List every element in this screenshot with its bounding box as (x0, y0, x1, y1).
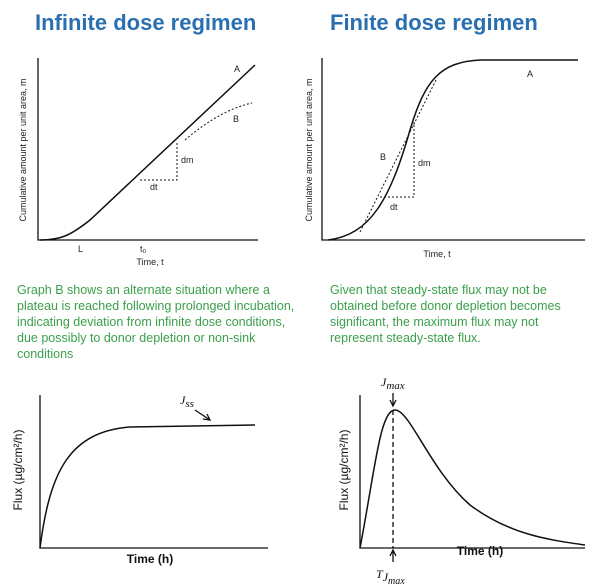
y-label: Cumulative amount per unit area, m (304, 78, 314, 221)
label: dm (418, 158, 431, 168)
arrow (389, 393, 397, 408)
label-sub: max (386, 380, 404, 392)
caption-line: conditions (17, 347, 73, 361)
curve (39, 64, 256, 241)
caption-line: obtained before donor depletion becomes (330, 299, 561, 313)
curve (359, 409, 586, 549)
caption-line: plateau is reached following prolonged i… (17, 299, 294, 313)
curve (39, 424, 256, 549)
label-main: J (180, 393, 186, 407)
caption-line: Graph B shows an alternate situation whe… (17, 283, 270, 297)
x-label: Time (h) (457, 544, 503, 558)
x-label: Time, t (136, 257, 164, 267)
curve (327, 59, 578, 241)
slope-triangle (140, 143, 178, 181)
title: Infinite dose regimen (35, 10, 256, 35)
x-label: Time, t (423, 249, 451, 259)
arrow (194, 409, 212, 421)
label: dt (390, 202, 398, 212)
axes (321, 58, 585, 241)
label: dt (150, 182, 158, 192)
label-sub: max (388, 576, 405, 587)
label: B (233, 114, 239, 124)
caption-line: Given that steady-state flux may not be (330, 283, 547, 297)
caption-line: indicating deviation from infinite dose … (17, 315, 285, 329)
label: L (78, 244, 83, 254)
caption-line: significant, the maximum flux may not (330, 315, 539, 329)
caption: Graph B shows an alternate situation whe… (17, 283, 294, 361)
axes (37, 58, 258, 241)
slope-triangle (380, 122, 415, 198)
title: Finite dose regimen (330, 10, 538, 35)
label: dm (181, 155, 194, 165)
y-label: Cumulative amount per unit area, m (18, 78, 28, 221)
label: B (380, 152, 386, 162)
axes (359, 395, 585, 549)
label: Jmax (381, 375, 405, 392)
label-sub: J (383, 570, 389, 584)
curve (184, 102, 253, 141)
label-sub: ss (185, 398, 194, 410)
label: A (234, 64, 240, 74)
label-main: T (376, 567, 384, 581)
label: Jss (180, 393, 194, 410)
axes (39, 395, 268, 549)
y-label: Flux (µg/cm²/h) (11, 430, 25, 511)
label: TJmax (376, 567, 405, 587)
label: t₀ (140, 244, 147, 254)
tangent (359, 77, 438, 233)
x-label: Time (h) (127, 552, 173, 566)
label-main: J (381, 375, 387, 389)
caption: Given that steady-state flux may not be o… (330, 283, 561, 345)
y-label: Flux (µg/cm²/h) (337, 430, 351, 511)
arrow (389, 548, 397, 562)
caption-line: represent steady-state flux. (330, 331, 481, 345)
caption-line: due possibly to donor depletion or non-s… (17, 331, 256, 345)
label: A (527, 69, 533, 79)
